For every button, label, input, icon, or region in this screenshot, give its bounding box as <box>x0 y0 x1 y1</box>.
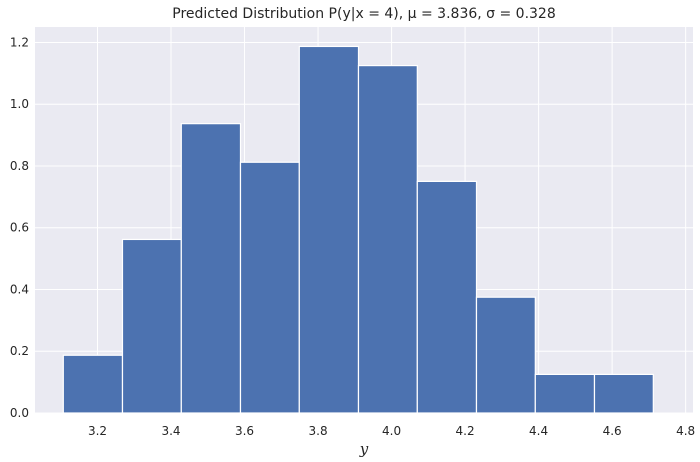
x-tick-label: 3.6 <box>235 424 254 438</box>
histogram-bar <box>416 180 478 414</box>
x-tick-label: 3.2 <box>88 424 107 438</box>
x-tick-label: 3.4 <box>161 424 180 438</box>
y-tick-label: 0.6 <box>10 221 29 235</box>
x-tick-label: 4.8 <box>676 424 695 438</box>
x-tick-label: 3.8 <box>309 424 328 438</box>
chart-title: Predicted Distribution P(y|x = 4), μ = 3… <box>172 6 556 22</box>
x-axis-ticks: 3.2 3.4 3.6 3.8 4.0 4.2 4.4 4.6 4.8 <box>88 424 695 438</box>
y-tick-label: 0.8 <box>10 159 29 173</box>
histogram-bar <box>239 161 300 414</box>
histogram-bar <box>62 354 124 414</box>
x-tick-label: 4.2 <box>456 424 475 438</box>
y-tick-label: 0.0 <box>10 406 29 420</box>
x-tick-label: 4.4 <box>529 424 548 438</box>
histogram-bar <box>180 123 242 414</box>
histogram-bar <box>593 373 654 414</box>
y-tick-label: 1.2 <box>10 35 29 49</box>
histogram-bar <box>534 373 596 414</box>
x-axis-label: y <box>359 440 369 458</box>
histogram-bar <box>357 64 418 414</box>
y-axis-ticks: 0.0 0.2 0.4 0.6 0.8 1.0 1.2 <box>10 35 29 420</box>
histogram-bars <box>62 45 654 414</box>
x-tick-label: 4.6 <box>603 424 622 438</box>
histogram-bar <box>121 238 182 414</box>
histogram-bar <box>298 45 360 414</box>
y-tick-label: 0.4 <box>10 282 29 296</box>
x-tick-label: 4.0 <box>382 424 401 438</box>
y-tick-label: 0.2 <box>10 344 29 358</box>
y-tick-label: 1.0 <box>10 97 29 111</box>
histogram-bar <box>475 296 536 414</box>
